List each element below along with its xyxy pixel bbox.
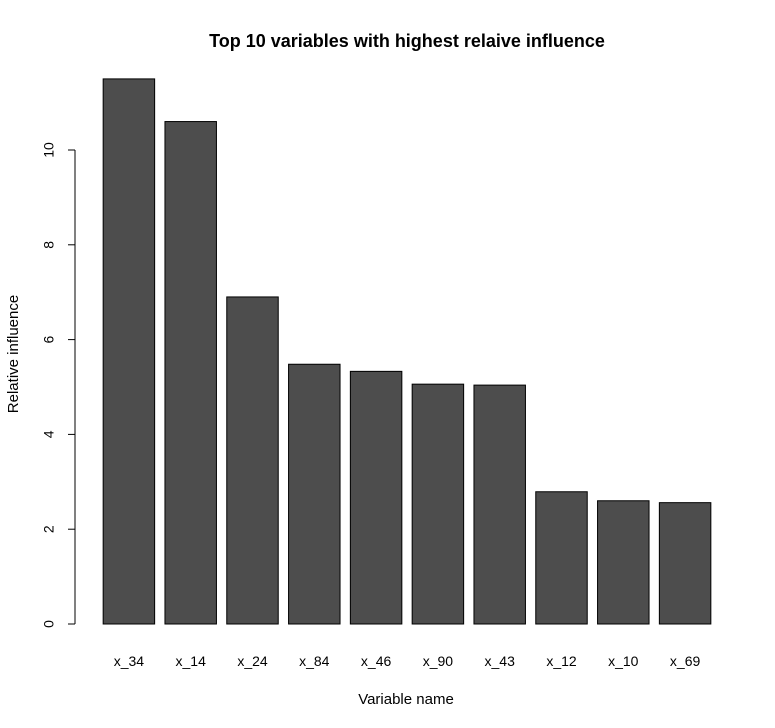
bar-x-34 [102, 78, 156, 625]
y-tick-label: 10 [41, 142, 57, 158]
x-tick-label: x_90 [423, 653, 454, 669]
y-axis-label: Relative influence [5, 295, 22, 413]
x-tick-label: x_14 [176, 653, 207, 669]
bar-x-12 [535, 491, 588, 625]
y-tick-label: 6 [41, 335, 57, 343]
bar-x-46 [349, 370, 403, 625]
bar-x-10 [597, 500, 650, 625]
bar-x-69 [658, 502, 712, 625]
x-tick-label: x_12 [546, 653, 577, 669]
x-tick-label: x_43 [485, 653, 516, 669]
x-axis-label: Variable name [358, 691, 454, 708]
y-axis: 0 2 4 6 8 10 [41, 142, 76, 628]
bar-x-14 [164, 121, 217, 625]
x-tick-label: x_69 [670, 653, 701, 669]
x-tick-label: x_34 [114, 653, 145, 669]
x-tick-label: x_46 [361, 653, 392, 669]
bar-x-24 [226, 296, 279, 625]
y-tick-label: 0 [41, 620, 57, 628]
bar-x-84 [288, 363, 341, 625]
bar-x-90 [411, 383, 465, 625]
chart-title: Top 10 variables with highest relaive in… [209, 31, 605, 51]
y-tick-label: 8 [41, 241, 57, 249]
bar-x-43 [473, 384, 526, 625]
x-tick-labels: x_34 x_14 x_24 x_84 x_46 x_90 x_43 x_12 x_10 x_69 [114, 653, 701, 669]
bars-group [102, 78, 712, 625]
y-tick-label: 2 [41, 525, 57, 533]
y-tick-label: 4 [41, 430, 57, 438]
x-tick-label: x_84 [299, 653, 330, 669]
x-tick-label: x_24 [237, 653, 268, 669]
x-tick-label: x_10 [608, 653, 639, 669]
